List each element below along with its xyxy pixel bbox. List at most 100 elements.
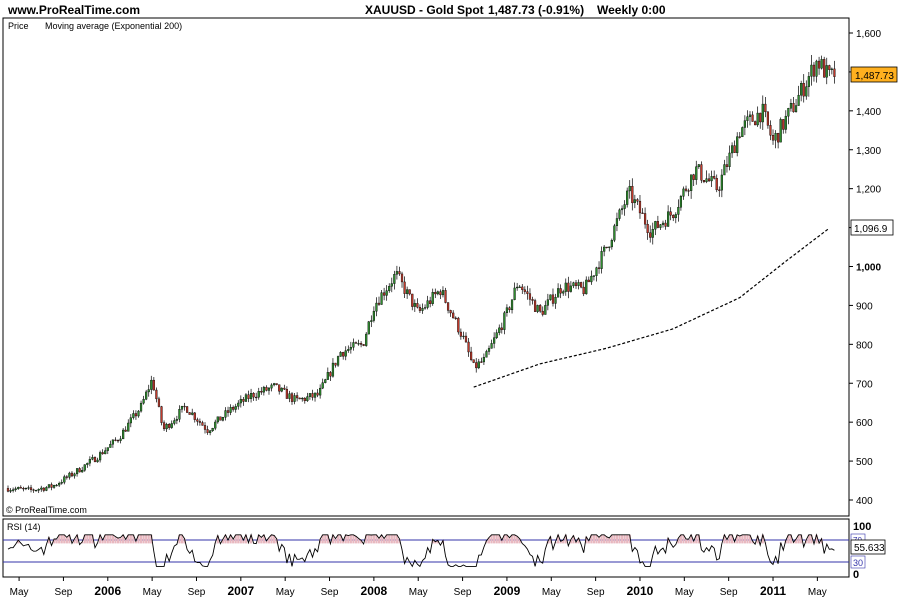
candle-body — [52, 485, 56, 488]
candle-body — [367, 321, 370, 335]
candle-body — [817, 60, 821, 69]
candle-body — [101, 452, 104, 455]
candle-body — [544, 305, 547, 315]
candle-body — [139, 402, 143, 412]
candle-body — [78, 468, 81, 473]
candle-body — [175, 419, 178, 421]
candle-body — [582, 286, 585, 295]
candle-body — [32, 489, 35, 491]
rsi-30-tag-text: 30 — [853, 558, 863, 568]
candle-body — [186, 406, 189, 413]
candle-body — [429, 300, 432, 304]
candle-body — [493, 337, 496, 344]
candle-body — [12, 489, 15, 491]
candle-body — [209, 430, 212, 433]
y-tick-label: 400 — [856, 496, 873, 507]
candle-body — [116, 440, 120, 442]
candle-body — [160, 406, 163, 423]
candle-body — [347, 349, 350, 351]
candle-body — [789, 103, 793, 109]
candle-body — [380, 292, 383, 305]
candle-body — [610, 240, 613, 248]
candle-body — [464, 335, 468, 343]
candle-body — [155, 389, 158, 400]
candle-body — [60, 482, 63, 484]
candle-body — [434, 292, 437, 295]
rsi-tick-100: 100 — [853, 521, 871, 533]
candle-body — [713, 176, 716, 179]
candle-body — [147, 389, 150, 393]
candle-body — [628, 185, 631, 192]
candle-body — [620, 208, 624, 211]
candle-body — [400, 273, 404, 283]
candle-body — [211, 427, 214, 432]
candle-body — [150, 379, 153, 390]
candle-body — [820, 59, 823, 69]
candle-body — [567, 282, 570, 292]
candle-body — [503, 312, 506, 330]
candle-body — [705, 178, 708, 183]
candle-body — [618, 209, 621, 219]
candle-body — [316, 392, 319, 396]
candle-body — [702, 180, 706, 183]
candle-body — [124, 429, 127, 432]
candle-body — [541, 310, 544, 315]
candle-body — [431, 292, 434, 304]
price-panel[interactable] — [2, 17, 850, 517]
candle-body — [75, 468, 79, 475]
candle-body — [37, 489, 40, 491]
candle-body — [751, 114, 754, 122]
candle-body — [375, 302, 378, 312]
x-tick-label: May — [276, 587, 295, 598]
candle-body — [574, 282, 578, 286]
candle-body — [510, 299, 514, 311]
candle-body — [559, 288, 562, 294]
rsi-tick-0: 0 — [853, 569, 859, 581]
candle-body — [470, 351, 473, 360]
candle-body — [388, 286, 391, 291]
candle-body — [180, 405, 184, 410]
candle-body — [24, 487, 28, 490]
candle-body — [91, 457, 94, 460]
x-tick-label: May — [10, 587, 29, 598]
candle-body — [759, 112, 762, 123]
rsi-line — [7, 533, 835, 568]
candle-body — [313, 392, 317, 398]
candle-body — [321, 382, 324, 389]
candle-body — [408, 289, 411, 295]
candle-body — [68, 472, 71, 478]
candle-body — [93, 457, 97, 463]
candle-body — [736, 136, 739, 153]
candle-body — [383, 292, 386, 296]
candle-body — [168, 424, 171, 428]
candle-body — [779, 119, 782, 143]
candle-body — [482, 356, 485, 363]
y-tick-label: 700 — [856, 379, 873, 390]
candle-body — [564, 282, 567, 292]
legend-price: Price — [8, 21, 29, 31]
candle-body — [214, 421, 217, 429]
candle-body — [206, 429, 209, 433]
y-tick-label: 1,300 — [856, 146, 881, 157]
candle-body — [490, 343, 493, 349]
candle-body — [513, 287, 516, 300]
candle-body — [746, 116, 749, 121]
candle-body — [741, 127, 744, 138]
candle-body — [687, 190, 690, 192]
candle-body — [556, 288, 560, 298]
candle-body — [288, 393, 291, 399]
candle-body — [145, 391, 148, 400]
candle-body — [257, 391, 260, 398]
x-tick-label: 2007 — [227, 584, 254, 598]
ma-value-tag-text: 1,096.9 — [854, 224, 888, 235]
candle-body — [436, 291, 439, 295]
candle-body — [439, 291, 442, 296]
rsi-panel[interactable] — [2, 518, 850, 578]
candle-body — [764, 103, 767, 113]
candle-body — [9, 490, 12, 492]
candle-body — [774, 133, 777, 141]
candle-body — [336, 356, 340, 366]
candle-body — [674, 214, 677, 219]
candle-body — [677, 207, 680, 215]
